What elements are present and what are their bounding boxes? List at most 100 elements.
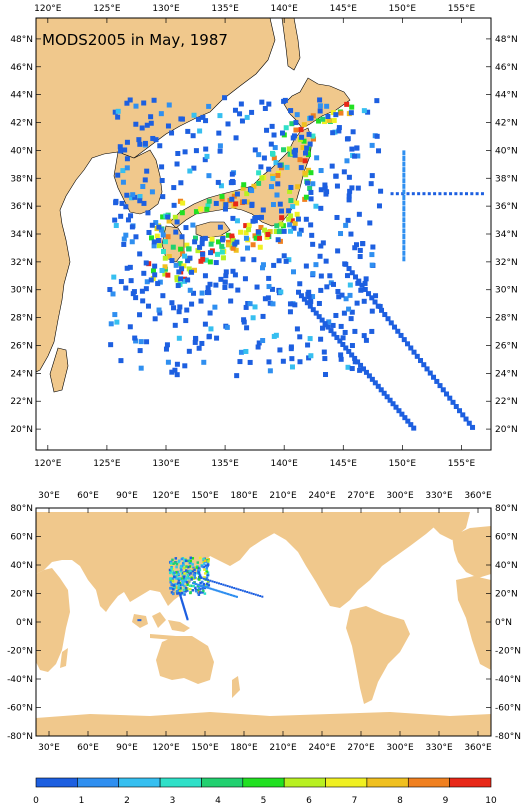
lat-label-right: 24°N bbox=[495, 369, 518, 379]
obs-cell bbox=[216, 130, 222, 136]
lon-label-bottom: 155°E bbox=[448, 459, 476, 469]
obs-cell bbox=[208, 326, 214, 332]
obs-cell bbox=[189, 269, 195, 275]
lat-label-right: -80°N bbox=[495, 732, 521, 742]
lon-label-top: 145°E bbox=[330, 4, 358, 14]
obs-cell bbox=[180, 583, 184, 586]
obs-cell bbox=[241, 182, 247, 188]
eurasia bbox=[36, 512, 300, 606]
obs-cell bbox=[191, 570, 195, 573]
obs-cell bbox=[258, 164, 264, 170]
obs-cell bbox=[219, 196, 225, 202]
obs-cell bbox=[163, 346, 169, 352]
obs-cell bbox=[166, 254, 172, 260]
obs-cell bbox=[283, 125, 289, 131]
obs-cell bbox=[189, 556, 193, 560]
global-map-ticks: 30°E 30°E 60°E 60°E 90°E 90°E 120°E 120°E 150°E 1… bbox=[7, 491, 521, 753]
obs-cell bbox=[174, 277, 180, 283]
obs-cell bbox=[288, 346, 294, 352]
obs-cell bbox=[330, 322, 336, 328]
obs-cell bbox=[361, 108, 367, 114]
obs-cell bbox=[136, 137, 142, 143]
obs-cell bbox=[392, 324, 398, 330]
obs-cell bbox=[137, 619, 142, 622]
obs-cell bbox=[123, 232, 129, 238]
obs-cell bbox=[267, 300, 273, 306]
obs-cell bbox=[228, 283, 234, 289]
obs-cell bbox=[175, 562, 179, 566]
obs-cell bbox=[142, 140, 148, 146]
obs-cell bbox=[349, 146, 355, 152]
obs-cell bbox=[142, 177, 148, 183]
obs-cell bbox=[203, 562, 206, 566]
obs-cell bbox=[259, 99, 265, 105]
obs-cell bbox=[302, 158, 308, 164]
obs-cell bbox=[170, 591, 174, 594]
obs-cell bbox=[402, 415, 408, 421]
lat-label-left: 36°N bbox=[10, 202, 33, 212]
lat-label-right: 20°N bbox=[495, 425, 518, 435]
lat-label-right: -60°N bbox=[495, 704, 521, 714]
obs-cell bbox=[402, 250, 406, 256]
obs-cell bbox=[148, 114, 154, 120]
lon-label-top: 120°E bbox=[152, 491, 180, 501]
obs-cell bbox=[175, 574, 179, 577]
obs-cell bbox=[376, 203, 382, 209]
obs-cell bbox=[189, 591, 192, 594]
color-bar-label: 8 bbox=[397, 796, 403, 806]
obs-cell bbox=[294, 211, 300, 217]
obs-cell bbox=[357, 254, 363, 260]
obs-cell bbox=[408, 422, 414, 428]
obs-cell bbox=[275, 237, 281, 243]
obs-cell bbox=[208, 241, 214, 247]
obs-cell bbox=[255, 229, 261, 235]
obs-cell bbox=[213, 588, 216, 591]
australia bbox=[156, 636, 214, 684]
obs-cell bbox=[310, 307, 316, 313]
obs-cell bbox=[223, 592, 226, 595]
obs-cell bbox=[287, 309, 293, 315]
obs-cell bbox=[121, 241, 127, 247]
obs-cell bbox=[205, 586, 208, 589]
lon-label-bottom: 90°E bbox=[116, 743, 138, 753]
obs-cell bbox=[123, 285, 129, 291]
color-bar-label: 9 bbox=[443, 796, 449, 806]
obs-cell bbox=[278, 228, 284, 234]
obs-cell bbox=[298, 293, 304, 299]
obs-cell bbox=[150, 135, 156, 141]
obs-cell bbox=[348, 110, 354, 116]
new-zealand bbox=[232, 676, 240, 698]
obs-cell bbox=[183, 225, 189, 231]
obs-cell bbox=[196, 591, 200, 595]
obs-cell bbox=[338, 352, 344, 358]
obs-cell bbox=[118, 213, 124, 219]
obs-cell bbox=[169, 580, 172, 584]
obs-cell bbox=[322, 356, 328, 362]
obs-cell bbox=[179, 266, 185, 272]
obs-cell bbox=[291, 225, 297, 231]
obs-cell bbox=[352, 153, 358, 159]
obs-cell bbox=[349, 366, 355, 372]
obs-cell bbox=[171, 577, 175, 580]
obs-cell bbox=[129, 224, 135, 230]
obs-cell bbox=[244, 199, 250, 205]
obs-cell bbox=[310, 181, 316, 187]
obs-cell bbox=[124, 165, 130, 171]
lat-label-left: 48°N bbox=[10, 35, 33, 45]
obs-cell bbox=[318, 273, 324, 279]
obs-cell bbox=[128, 213, 134, 219]
obs-cell bbox=[219, 249, 225, 255]
obs-cell bbox=[348, 316, 354, 322]
obs-cell bbox=[384, 394, 390, 400]
lon-label-bottom: 330°E bbox=[425, 743, 453, 753]
lat-label-right: 20°N bbox=[495, 590, 518, 600]
obs-cell bbox=[318, 243, 324, 249]
obs-cell bbox=[203, 576, 206, 579]
obs-cell bbox=[228, 593, 231, 596]
obs-cell bbox=[223, 269, 229, 275]
obs-cell bbox=[230, 238, 236, 244]
obs-cell bbox=[372, 380, 378, 386]
obs-cell bbox=[192, 573, 196, 576]
obs-cell bbox=[271, 155, 277, 161]
obs-cell bbox=[438, 192, 442, 196]
